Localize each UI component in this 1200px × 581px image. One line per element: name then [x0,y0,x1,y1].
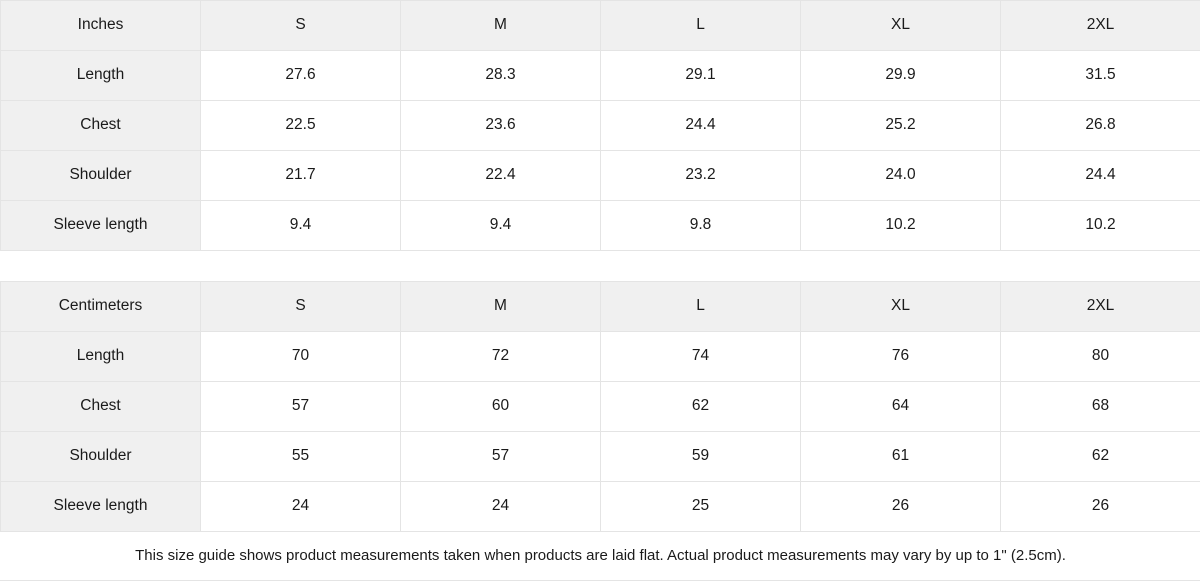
cell-chest-in-xl: 25.2 [801,101,1001,151]
table-row: Chest 57 60 62 64 68 [1,382,1200,432]
cell-shoulder-cm-2xl: 62 [1001,432,1200,482]
table-row: Chest 22.5 23.6 24.4 25.2 26.8 [1,101,1200,151]
size-header-cm-xl: XL [801,282,1001,332]
table-spacer-row [1,251,1200,282]
cell-length-in-m: 28.3 [401,51,601,101]
size-header-s: S [201,1,401,51]
unit-label-inches: Inches [1,1,201,51]
table-row: Shoulder 21.7 22.4 23.2 24.0 24.4 [1,151,1200,201]
cell-chest-in-s: 22.5 [201,101,401,151]
cell-length-cm-l: 74 [601,332,801,382]
size-header-cm-m: M [401,282,601,332]
cell-length-in-l: 29.1 [601,51,801,101]
cell-chest-in-l: 24.4 [601,101,801,151]
size-header-2xl: 2XL [1001,1,1200,51]
measurement-label-shoulder-cm: Shoulder [1,432,201,482]
cell-sleeve-cm-2xl: 26 [1001,482,1200,532]
cell-shoulder-in-m: 22.4 [401,151,601,201]
size-header-cm-s: S [201,282,401,332]
cell-length-cm-2xl: 80 [1001,332,1200,382]
cell-length-cm-xl: 76 [801,332,1001,382]
table-row: Sleeve length 9.4 9.4 9.8 10.2 10.2 [1,201,1200,251]
cell-shoulder-in-l: 23.2 [601,151,801,201]
table-row: Length 70 72 74 76 80 [1,332,1200,382]
size-header-cm-2xl: 2XL [1001,282,1200,332]
cell-sleeve-cm-s: 24 [201,482,401,532]
cell-sleeve-in-s: 9.4 [201,201,401,251]
measurement-label-chest-cm: Chest [1,382,201,432]
cell-length-in-xl: 29.9 [801,51,1001,101]
cell-chest-in-2xl: 26.8 [1001,101,1200,151]
cell-shoulder-in-s: 21.7 [201,151,401,201]
cell-sleeve-in-m: 9.4 [401,201,601,251]
table-row: Length 27.6 28.3 29.1 29.9 31.5 [1,51,1200,101]
size-guide-note-row: This size guide shows product measuremen… [1,532,1200,581]
cell-shoulder-cm-s: 55 [201,432,401,482]
measurement-label-chest-in: Chest [1,101,201,151]
cell-sleeve-cm-xl: 26 [801,482,1001,532]
measurement-label-length-in: Length [1,51,201,101]
cell-sleeve-cm-l: 25 [601,482,801,532]
cell-chest-cm-2xl: 68 [1001,382,1200,432]
cell-shoulder-in-xl: 24.0 [801,151,1001,201]
measurement-label-length-cm: Length [1,332,201,382]
cell-shoulder-cm-l: 59 [601,432,801,482]
cell-length-cm-m: 72 [401,332,601,382]
cell-sleeve-cm-m: 24 [401,482,601,532]
cell-length-cm-s: 70 [201,332,401,382]
table-row: Shoulder 55 57 59 61 62 [1,432,1200,482]
centimeters-header-row: Centimeters S M L XL 2XL [1,282,1200,332]
cell-shoulder-in-2xl: 24.4 [1001,151,1200,201]
cell-length-in-s: 27.6 [201,51,401,101]
cell-chest-cm-m: 60 [401,382,601,432]
measurement-label-sleeve-in: Sleeve length [1,201,201,251]
table-spacer-cell [1,251,1200,282]
cell-shoulder-cm-xl: 61 [801,432,1001,482]
unit-label-centimeters: Centimeters [1,282,201,332]
size-guide-note: This size guide shows product measuremen… [1,532,1200,581]
size-header-xl: XL [801,1,1001,51]
size-header-m: M [401,1,601,51]
cell-sleeve-in-xl: 10.2 [801,201,1001,251]
cell-shoulder-cm-m: 57 [401,432,601,482]
cell-sleeve-in-2xl: 10.2 [1001,201,1200,251]
size-header-cm-l: L [601,282,801,332]
measurement-label-shoulder-in: Shoulder [1,151,201,201]
measurement-label-sleeve-cm: Sleeve length [1,482,201,532]
cell-chest-in-m: 23.6 [401,101,601,151]
inches-header-row: Inches S M L XL 2XL [1,1,1200,51]
size-header-l: L [601,1,801,51]
cell-chest-cm-s: 57 [201,382,401,432]
cell-length-in-2xl: 31.5 [1001,51,1200,101]
cell-chest-cm-xl: 64 [801,382,1001,432]
table-row: Sleeve length 24 24 25 26 26 [1,482,1200,532]
cell-sleeve-in-l: 9.8 [601,201,801,251]
cell-chest-cm-l: 62 [601,382,801,432]
